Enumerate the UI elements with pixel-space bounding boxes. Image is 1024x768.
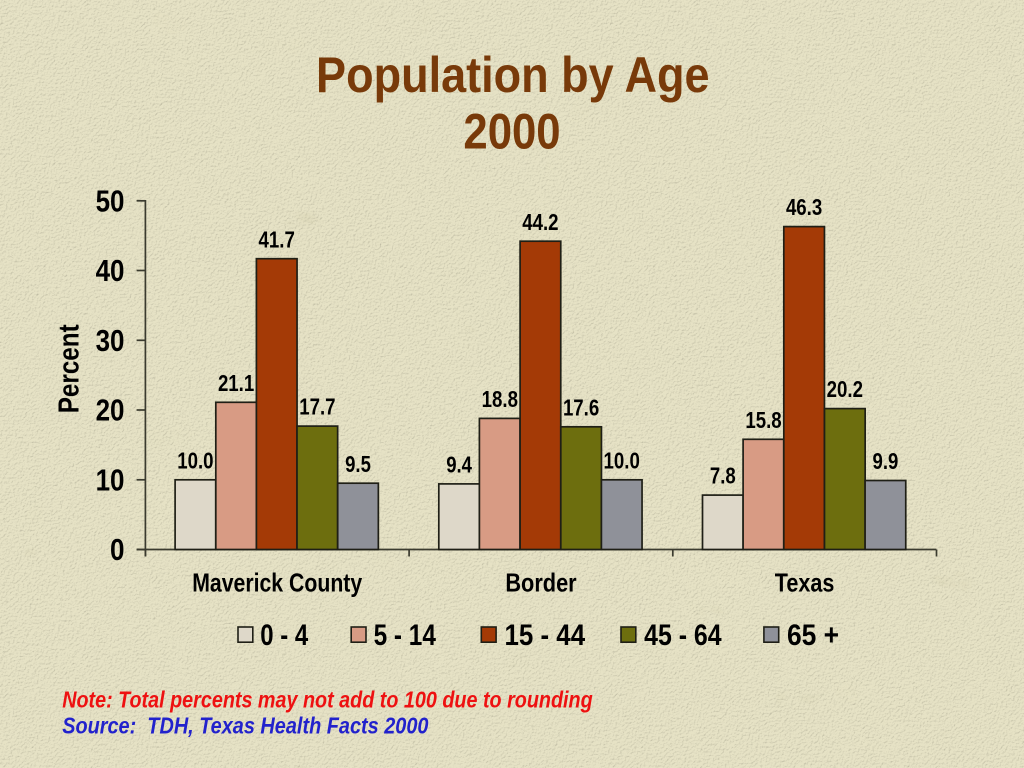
svg-text:5 - 14: 5 - 14 [374,619,437,652]
svg-text:10: 10 [96,463,125,498]
svg-text:0 - 4: 0 - 4 [260,619,308,652]
svg-text:0: 0 [110,532,125,567]
svg-text:9.9: 9.9 [873,448,899,474]
svg-text:17.7: 17.7 [299,394,335,420]
svg-text:44.2: 44.2 [522,209,558,235]
svg-text:46.3: 46.3 [786,194,822,220]
svg-text:21.1: 21.1 [218,370,254,396]
svg-text:15 - 44: 15 - 44 [505,619,586,652]
svg-text:Maverick County: Maverick County [192,567,362,597]
svg-text:Border: Border [505,567,576,597]
svg-text:40: 40 [96,253,125,288]
svg-text:45 - 64: 45 - 64 [644,619,722,652]
svg-text:10.0: 10.0 [604,447,640,473]
svg-text:20.2: 20.2 [827,376,863,402]
svg-text:15.8: 15.8 [745,407,781,433]
svg-text:50: 50 [96,184,125,219]
svg-text:7.8: 7.8 [710,463,736,489]
svg-text:17.6: 17.6 [563,394,599,420]
svg-text:18.8: 18.8 [482,386,518,412]
svg-text:65 +: 65 + [787,619,839,652]
svg-text:9.5: 9.5 [345,451,371,477]
svg-text:Source: TDH, Texas Health Fac: Source: TDH, Texas Health Facts 2000 [62,713,428,739]
svg-text:41.7: 41.7 [259,226,295,252]
svg-text:2000: 2000 [463,103,560,159]
svg-text:Percent: Percent [54,324,86,413]
svg-text:30: 30 [96,323,125,358]
svg-text:Population by Age: Population by Age [316,47,710,103]
svg-text:20: 20 [96,393,125,428]
svg-text:9.4: 9.4 [446,452,472,478]
svg-text:10.0: 10.0 [177,447,213,473]
svg-text:Texas: Texas [775,567,835,597]
svg-text:Note: Total percents may not a: Note: Total percents may not add to 100 … [62,687,593,713]
